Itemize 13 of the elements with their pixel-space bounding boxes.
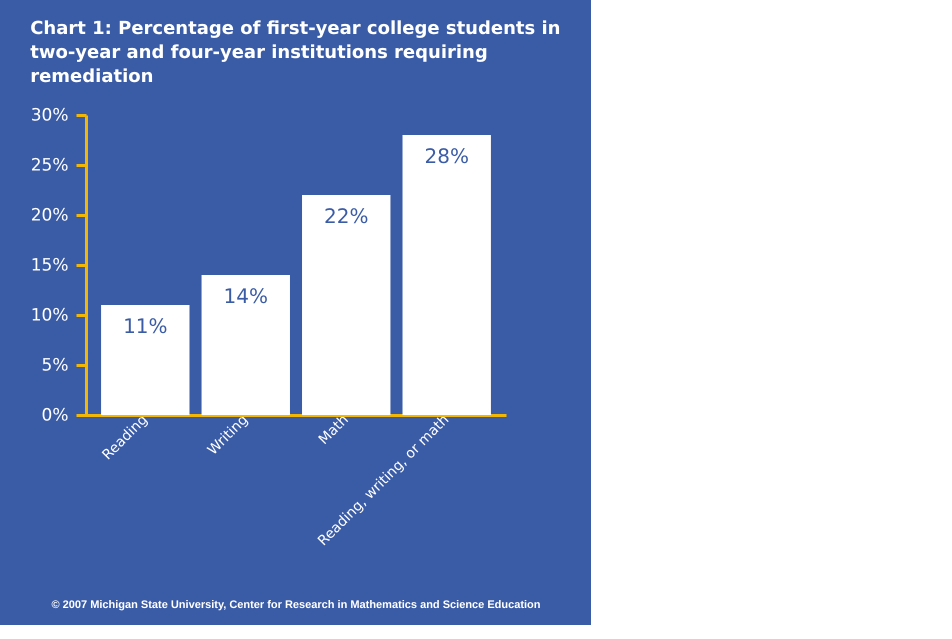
- y-tick-label: 0%: [42, 406, 68, 426]
- text: © 2007 Michigan State University, Center for Research in Mathematics and Science Education: [51, 599, 541, 611]
- data-label: 28%: [424, 144, 469, 168]
- y-tick-label: 5%: [42, 356, 68, 376]
- y-tick-label: 20%: [30, 206, 68, 226]
- data-label: 11%: [123, 314, 168, 338]
- data-label: 22%: [324, 204, 368, 228]
- y-tick-label: 30%: [30, 106, 68, 126]
- y-tick-label: 10%: [30, 306, 68, 326]
- data-label: 14%: [224, 284, 268, 308]
- y-tick-label: 15%: [30, 256, 68, 276]
- y-tick-label: 25%: [30, 156, 68, 176]
- chart-title: Chart 1: Percentage of first-year college students in two-year and four-year institutions requiring remediation: [30, 18, 560, 87]
